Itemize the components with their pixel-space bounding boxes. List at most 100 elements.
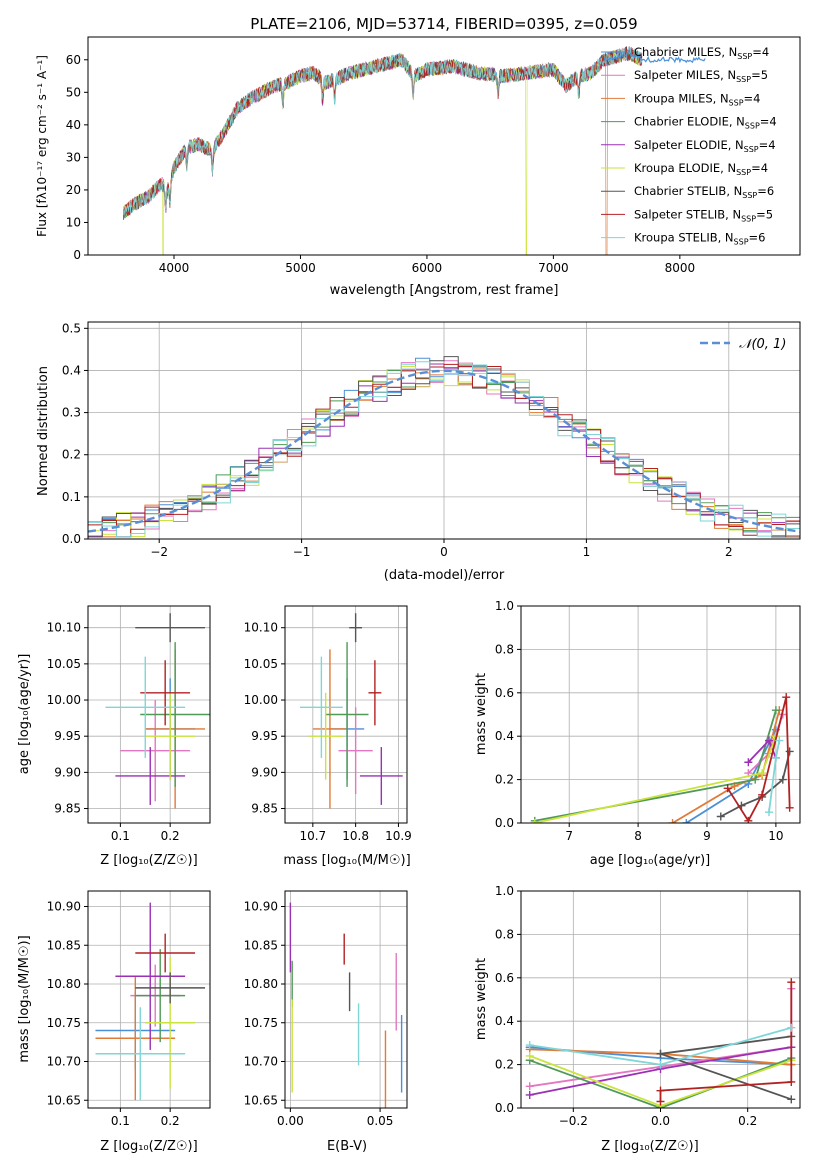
weight_age-xtick-label: 8 bbox=[634, 829, 642, 843]
age_mass-ytick-label: 10.00 bbox=[244, 693, 278, 707]
weight-marker-ss bbox=[758, 790, 767, 799]
residuals-ytick-label: 0.5 bbox=[62, 321, 81, 335]
mass_ebv-ytick-label: 10.65 bbox=[244, 1093, 278, 1107]
residuals-xtick-label: −1 bbox=[293, 545, 311, 559]
spectrum-axes: 4000 5000 6000 7000 8000 0 10 20 30 40 50 60 Chabrie… bbox=[66, 36, 801, 275]
figure-title: PLATE=2106, MJD=53714, FIBERID=0395, z=0… bbox=[250, 15, 637, 33]
weight-marker-cs bbox=[778, 775, 787, 784]
weight-marker-ke bbox=[525, 1051, 534, 1060]
age_mass-ytick-label: 9.90 bbox=[251, 765, 278, 779]
weight-age-ylabel: mass weight bbox=[474, 673, 489, 755]
mass_ebv-xtick-label: 0.05 bbox=[367, 1114, 394, 1128]
spectrum-line-ks bbox=[123, 47, 643, 216]
mass_z-ytick-label: 10.85 bbox=[47, 938, 81, 952]
age_z-xtick-label: 0.2 bbox=[161, 829, 180, 843]
weight-marker-km bbox=[668, 819, 677, 823]
weight-marker-sm bbox=[525, 1082, 534, 1091]
age_z-ytick-label: 9.95 bbox=[54, 729, 81, 743]
mass_ebv-ytick-label: 10.80 bbox=[244, 977, 278, 991]
weight_z-axes: −0.2 0.0 0.2 0.0 0.2 0.4 0.6 0.8 1.0 bbox=[495, 884, 801, 1128]
weight-marker-cm bbox=[682, 819, 691, 823]
residuals-ytick-label: 0.0 bbox=[62, 532, 81, 546]
weight-marker-cs bbox=[787, 1095, 796, 1104]
mass_z-plot-area bbox=[95, 902, 206, 1101]
mass_ebv-ytick-label: 10.70 bbox=[244, 1055, 278, 1069]
spectrum-ytick-label: 30 bbox=[66, 150, 81, 164]
weight_age-axes: 7 8 9 10 0.0 0.2 0.4 0.6 0.8 1.0 bbox=[495, 599, 801, 843]
weight_z-ytick-label: 0.2 bbox=[495, 1058, 514, 1072]
weight-marker-ks bbox=[765, 808, 773, 817]
weight-marker-ss bbox=[723, 784, 732, 793]
weight_z-xtick-label: 0.2 bbox=[738, 1114, 757, 1128]
weight-marker-ce bbox=[751, 775, 760, 784]
weight-marker-ce bbox=[771, 706, 780, 715]
axes-frame bbox=[284, 605, 408, 824]
age_z-ytick-label: 10.00 bbox=[47, 693, 81, 707]
age_z-ytick-label: 10.10 bbox=[47, 621, 81, 635]
weight-marker-se bbox=[744, 758, 753, 767]
legend-normal-label: 𝒩(0, 1) bbox=[739, 337, 786, 352]
age_z-plot-area bbox=[105, 613, 210, 809]
legend-label-ce: Chabrier ELODIE, NSSP=4 bbox=[634, 115, 777, 131]
mass_ebv-xtick-label: 0.00 bbox=[277, 1114, 304, 1128]
age_mass-plot-area bbox=[299, 613, 403, 809]
weight_z-ytick-label: 0.8 bbox=[495, 927, 514, 941]
histogram-ks bbox=[88, 361, 800, 539]
weight-marker-cs bbox=[656, 1049, 665, 1058]
weight-marker-ke bbox=[758, 769, 767, 778]
age-z-xlabel: Z [log₁₀(Z/Z☉)] bbox=[100, 853, 197, 868]
spectrum-ytick-label: 0 bbox=[73, 248, 81, 262]
weight-z-xlabel: Z [log₁₀(Z/Z☉)] bbox=[601, 1139, 698, 1154]
weight_age-ytick-label: 0.0 bbox=[495, 816, 514, 830]
weight-marker-ks bbox=[775, 736, 784, 745]
weight_age-xtick-label: 9 bbox=[703, 829, 711, 843]
weight-marker-ss bbox=[656, 1097, 665, 1106]
legend-label-sm: Salpeter MILES, NSSP=5 bbox=[634, 68, 768, 84]
mass_z-ytick-label: 10.75 bbox=[47, 1016, 81, 1030]
age_mass-ytick-label: 10.05 bbox=[244, 657, 278, 671]
spectrum-xtick-label: 8000 bbox=[665, 261, 696, 275]
mass_ebv-plot-area bbox=[289, 902, 403, 1108]
weight-marker-ss bbox=[782, 693, 791, 702]
age-mass-xlabel: mass [log₁₀(M/M☉)] bbox=[283, 853, 410, 868]
spectrum-xtick-label: 7000 bbox=[538, 261, 569, 275]
spectrum-xtick-label: 5000 bbox=[285, 261, 316, 275]
mass-ebv-xlabel: E(B-V) bbox=[327, 1139, 367, 1154]
weight_z-xtick-label: 0.0 bbox=[651, 1114, 670, 1128]
spectrum-xtick-label: 4000 bbox=[159, 261, 190, 275]
weight-marker-se bbox=[765, 736, 773, 745]
spectrum-ytick-label: 40 bbox=[66, 118, 81, 132]
age_mass-ytick-label: 9.95 bbox=[251, 729, 278, 743]
age_z-axes: 0.1 0.2 10.10 10.05 10.00 9.95 9.90 9.85 bbox=[47, 605, 211, 843]
weight-marker-cs bbox=[785, 747, 794, 756]
age_z-xtick-label: 0.1 bbox=[111, 829, 130, 843]
axes-frame bbox=[520, 890, 801, 1109]
age-z-ylabel: age [log₁₀(age/yr)] bbox=[17, 654, 32, 775]
mass_z-axes: 0.1 0.2 10.90 10.85 10.80 10.75 10.70 10.65 bbox=[47, 890, 211, 1128]
axes-frame bbox=[520, 605, 801, 824]
weight-marker-ks bbox=[525, 1041, 534, 1050]
weight-marker-ss bbox=[744, 816, 753, 823]
axes-frame bbox=[87, 605, 211, 824]
weight-marker-ks bbox=[656, 1060, 665, 1069]
mass_ebv-axes: 0.00 0.05 10.90 10.85 10.80 10.75 10.70 10.65 bbox=[244, 890, 408, 1128]
age_mass-axes: 10.7 10.8 10.9 10.10 10.05 10.00 9.95 9.90 9.85 bbox=[244, 605, 412, 843]
normal-curve bbox=[88, 369, 800, 533]
weight_age-ytick-label: 0.6 bbox=[495, 686, 514, 700]
weight_age-xtick-label: 7 bbox=[565, 829, 573, 843]
mass_ebv-ytick-label: 10.85 bbox=[244, 938, 278, 952]
weight-marker-ss bbox=[656, 1086, 665, 1095]
mass_z-ytick-label: 10.80 bbox=[47, 977, 81, 991]
residuals-xtick-label: −2 bbox=[150, 545, 168, 559]
residuals-ylabel: Normed distribution bbox=[36, 366, 51, 496]
mass_z-ytick-label: 10.65 bbox=[47, 1093, 81, 1107]
spectrum-ytick-label: 50 bbox=[66, 85, 81, 99]
weight-marker-se bbox=[525, 1090, 534, 1099]
mass_z-ytick-label: 10.70 bbox=[47, 1055, 81, 1069]
weight-marker-ss bbox=[785, 803, 794, 812]
weight_z-ytick-label: 1.0 bbox=[495, 884, 514, 898]
weight-marker-ks bbox=[787, 1023, 796, 1032]
weight-marker-cs bbox=[716, 812, 725, 821]
weight_age-ytick-label: 1.0 bbox=[495, 599, 514, 613]
